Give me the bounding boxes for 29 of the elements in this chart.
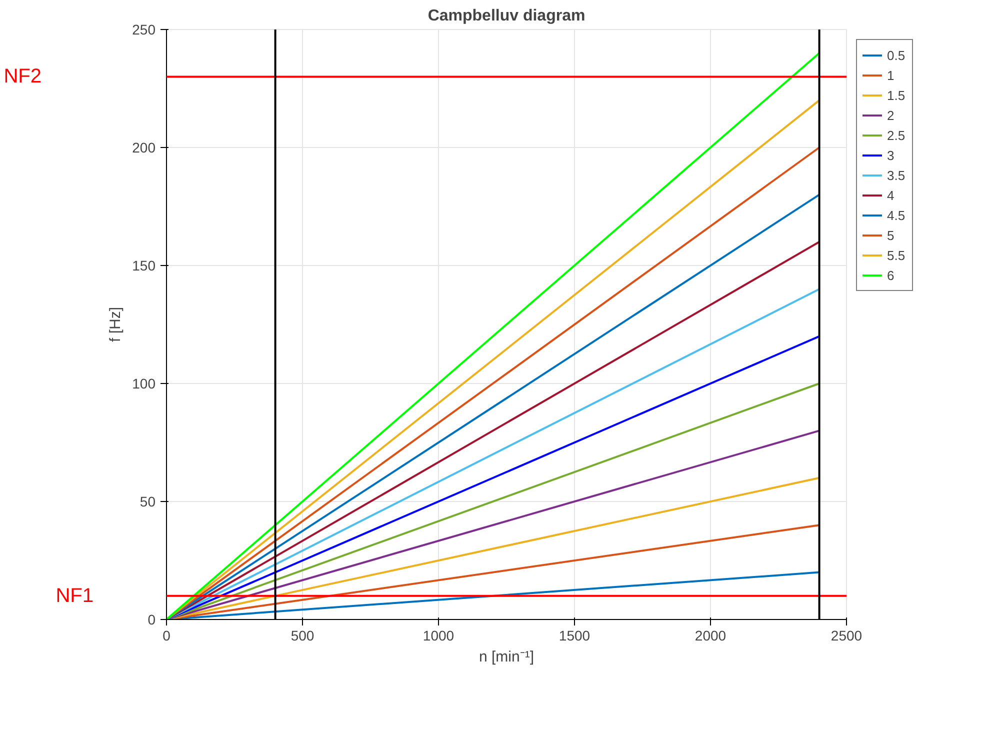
y-tick-label: 250 — [132, 22, 156, 38]
x-tick-label: 1000 — [422, 628, 454, 644]
y-axis-title: f [Hz] — [107, 306, 124, 342]
legend-label: 5 — [887, 228, 896, 242]
legend-label: 1.5 — [887, 88, 906, 102]
x-tick-label: 2000 — [694, 628, 726, 644]
legend-label: 4.5 — [887, 208, 906, 222]
ref-line-label: NF1 — [56, 584, 94, 607]
legend-label: 2 — [887, 108, 896, 122]
legend-label: 5.5 — [887, 248, 906, 262]
legend-label: 0.5 — [887, 48, 906, 62]
chart-title: Campbelluv diagram — [428, 8, 586, 24]
x-tick-label: 2500 — [830, 628, 862, 644]
y-tick-label: 0 — [148, 612, 156, 628]
legend-label: 3 — [887, 148, 896, 162]
x-axis-title: n [min⁻¹] — [478, 648, 534, 666]
legend-label: 1 — [887, 68, 896, 82]
ref-line-label: NF2 — [4, 66, 42, 88]
legend-label: 4 — [887, 188, 896, 202]
y-tick-label: 50 — [140, 494, 156, 510]
x-tick-label: 1500 — [558, 628, 590, 644]
y-tick-label: 100 — [132, 376, 156, 392]
x-tick-label: 500 — [290, 628, 314, 644]
legend-label: 6 — [887, 268, 896, 282]
y-tick-label: 200 — [132, 140, 156, 156]
legend-label: 2.5 — [887, 128, 906, 142]
x-tick-label: 0 — [162, 628, 171, 644]
legend-label: 3.5 — [887, 168, 906, 182]
y-tick-label: 150 — [132, 258, 156, 274]
